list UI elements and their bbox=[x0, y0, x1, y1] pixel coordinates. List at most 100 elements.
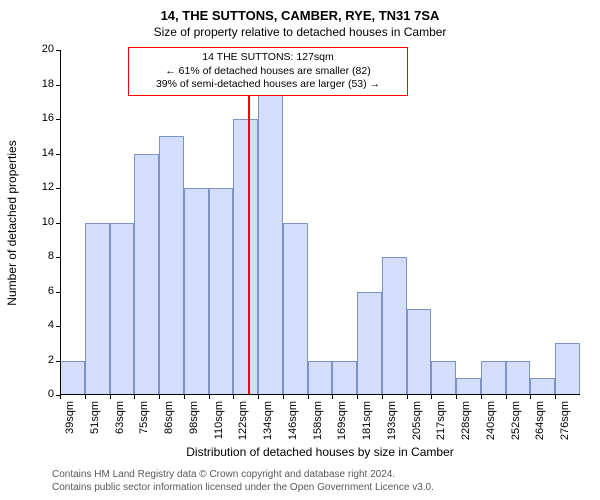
x-tick-mark bbox=[332, 395, 333, 399]
x-tick-mark bbox=[407, 395, 408, 399]
x-tick-label: 264sqm bbox=[534, 401, 546, 445]
x-tick-mark bbox=[382, 395, 383, 399]
x-tick-mark bbox=[283, 395, 284, 399]
y-tick-label: 6 bbox=[32, 285, 54, 297]
chart-subtitle: Size of property relative to detached ho… bbox=[0, 23, 600, 39]
chart-title: 14, THE SUTTONS, CAMBER, RYE, TN31 7SA bbox=[0, 0, 600, 23]
x-tick-label: 110sqm bbox=[213, 401, 225, 445]
y-tick-label: 18 bbox=[32, 78, 54, 90]
x-tick-label: 158sqm bbox=[312, 401, 324, 445]
histogram-bar bbox=[85, 223, 110, 396]
histogram-bar bbox=[184, 188, 209, 395]
x-tick-mark bbox=[456, 395, 457, 399]
y-tick-label: 10 bbox=[32, 216, 54, 228]
histogram-bar bbox=[233, 119, 258, 395]
y-tick-mark bbox=[56, 154, 60, 155]
x-axis-label: Distribution of detached houses by size … bbox=[60, 445, 580, 459]
plot-area: 0246810121416182039sqm51sqm63sqm75sqm86s… bbox=[60, 50, 580, 395]
x-tick-mark bbox=[60, 395, 61, 399]
x-tick-mark bbox=[308, 395, 309, 399]
x-tick-mark bbox=[506, 395, 507, 399]
chart-container: 14, THE SUTTONS, CAMBER, RYE, TN31 7SA S… bbox=[0, 0, 600, 500]
x-tick-label: 134sqm bbox=[262, 401, 274, 445]
x-tick-label: 63sqm bbox=[114, 401, 126, 445]
x-tick-mark bbox=[481, 395, 482, 399]
x-tick-label: 86sqm bbox=[163, 401, 175, 445]
x-tick-label: 205sqm bbox=[411, 401, 423, 445]
x-tick-mark bbox=[184, 395, 185, 399]
y-tick-label: 14 bbox=[32, 147, 54, 159]
x-tick-mark bbox=[85, 395, 86, 399]
x-tick-label: 146sqm bbox=[287, 401, 299, 445]
y-tick-mark bbox=[56, 50, 60, 51]
y-tick-mark bbox=[56, 292, 60, 293]
y-axis-line bbox=[60, 50, 61, 395]
histogram-bar bbox=[530, 378, 555, 395]
x-tick-label: 240sqm bbox=[485, 401, 497, 445]
histogram-bar bbox=[382, 257, 407, 395]
histogram-bar bbox=[357, 292, 382, 396]
histogram-bar bbox=[456, 378, 481, 395]
x-tick-label: 39sqm bbox=[64, 401, 76, 445]
x-tick-label: 252sqm bbox=[510, 401, 522, 445]
x-tick-mark bbox=[159, 395, 160, 399]
x-axis-line bbox=[60, 394, 580, 395]
property-marker-line bbox=[248, 50, 250, 395]
y-tick-label: 8 bbox=[32, 250, 54, 262]
histogram-bar bbox=[159, 136, 184, 395]
histogram-bar bbox=[110, 223, 135, 396]
x-tick-mark bbox=[530, 395, 531, 399]
y-tick-mark bbox=[56, 257, 60, 258]
x-tick-mark bbox=[431, 395, 432, 399]
histogram-bar bbox=[209, 188, 234, 395]
footer-attribution: Contains HM Land Registry data © Crown c… bbox=[52, 468, 434, 494]
annotation-line1: 14 THE SUTTONS: 127sqm bbox=[135, 51, 401, 65]
y-tick-label: 2 bbox=[32, 354, 54, 366]
x-tick-mark bbox=[555, 395, 556, 399]
histogram-bar bbox=[308, 361, 333, 396]
y-tick-mark bbox=[56, 361, 60, 362]
annotation-box: 14 THE SUTTONS: 127sqm ← 61% of detached… bbox=[128, 47, 408, 96]
x-tick-label: 51sqm bbox=[89, 401, 101, 445]
histogram-bar bbox=[506, 361, 531, 396]
x-tick-label: 181sqm bbox=[361, 401, 373, 445]
x-tick-mark bbox=[110, 395, 111, 399]
y-tick-mark bbox=[56, 119, 60, 120]
footer-line1: Contains HM Land Registry data © Crown c… bbox=[52, 468, 434, 481]
histogram-bar bbox=[555, 343, 580, 395]
x-tick-mark bbox=[258, 395, 259, 399]
y-tick-mark bbox=[56, 326, 60, 327]
x-tick-label: 75sqm bbox=[138, 401, 150, 445]
histogram-bar bbox=[431, 361, 456, 396]
x-tick-label: 98sqm bbox=[188, 401, 200, 445]
x-tick-label: 193sqm bbox=[386, 401, 398, 445]
x-tick-label: 228sqm bbox=[460, 401, 472, 445]
histogram-bar bbox=[60, 361, 85, 396]
x-tick-label: 122sqm bbox=[237, 401, 249, 445]
y-tick-label: 12 bbox=[32, 181, 54, 193]
annotation-line3: 39% of semi-detached houses are larger (… bbox=[135, 78, 401, 92]
footer-line2: Contains public sector information licen… bbox=[52, 481, 434, 494]
histogram-bar bbox=[258, 85, 283, 396]
histogram-bar bbox=[134, 154, 159, 396]
y-tick-mark bbox=[56, 188, 60, 189]
y-tick-mark bbox=[56, 223, 60, 224]
y-tick-label: 4 bbox=[32, 319, 54, 331]
y-tick-label: 16 bbox=[32, 112, 54, 124]
x-tick-mark bbox=[233, 395, 234, 399]
histogram-bar bbox=[283, 223, 308, 396]
annotation-line2: ← 61% of detached houses are smaller (82… bbox=[135, 65, 401, 79]
x-tick-label: 276sqm bbox=[559, 401, 571, 445]
y-axis-label: Number of detached properties bbox=[5, 140, 19, 305]
histogram-bar bbox=[407, 309, 432, 395]
histogram-bar bbox=[332, 361, 357, 396]
x-tick-mark bbox=[209, 395, 210, 399]
histogram-bar bbox=[481, 361, 506, 396]
y-tick-label: 0 bbox=[32, 388, 54, 400]
x-tick-label: 217sqm bbox=[435, 401, 447, 445]
x-tick-mark bbox=[357, 395, 358, 399]
y-tick-label: 20 bbox=[32, 43, 54, 55]
y-tick-mark bbox=[56, 85, 60, 86]
x-tick-mark bbox=[134, 395, 135, 399]
x-tick-label: 169sqm bbox=[336, 401, 348, 445]
